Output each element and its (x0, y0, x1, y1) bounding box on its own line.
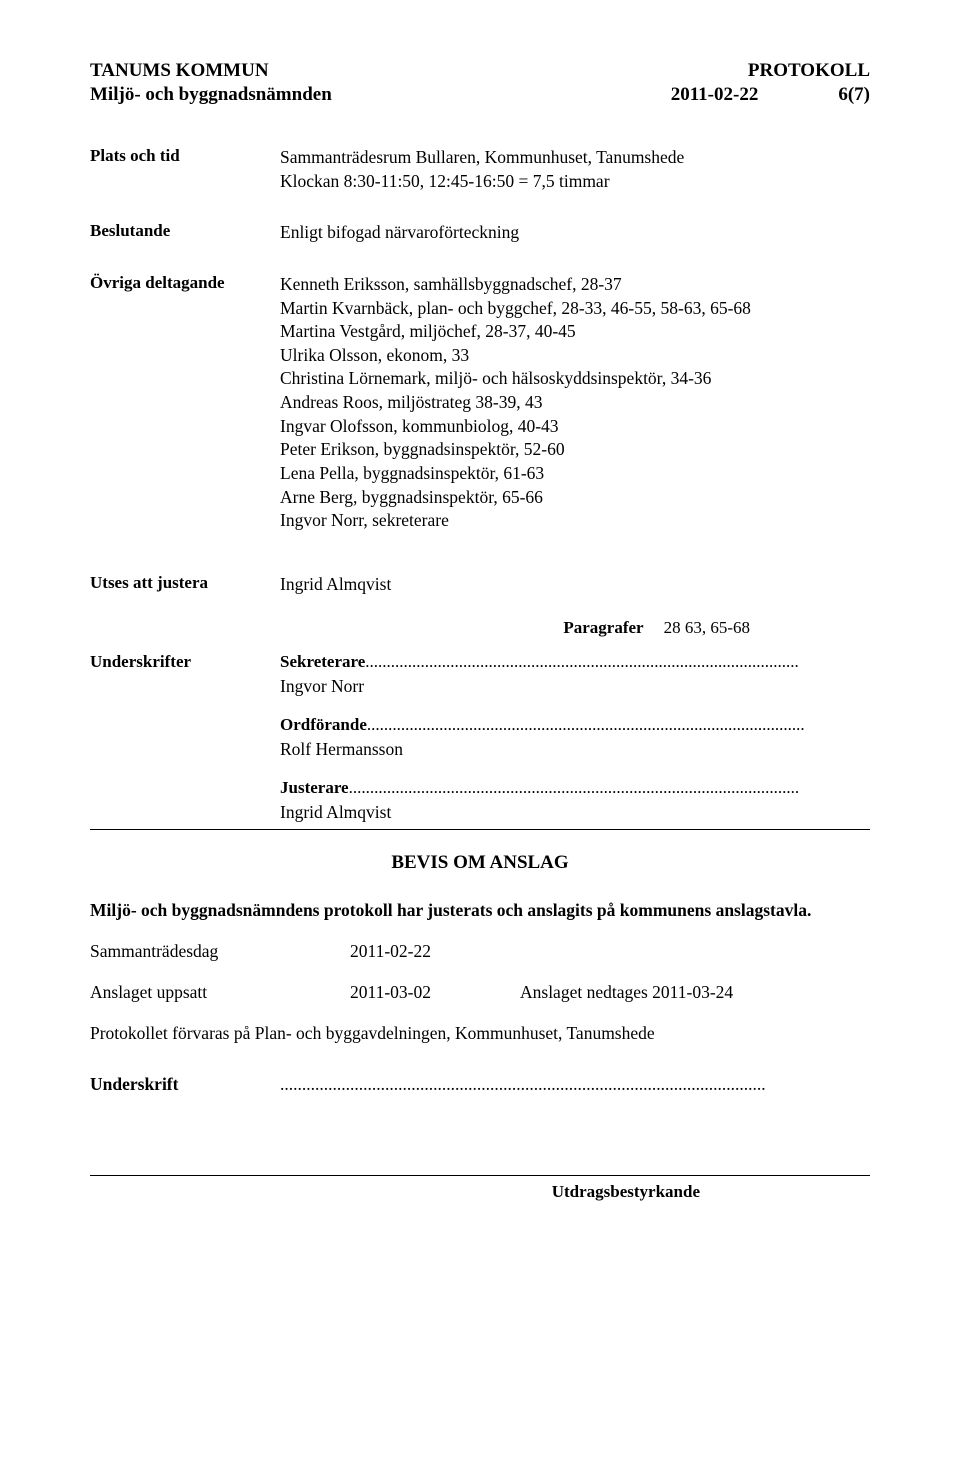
plats-och-tid-section: Plats och tid Sammanträdesrum Bullaren, … (90, 146, 870, 193)
justerare-row: Justerare...............................… (90, 778, 870, 798)
utses-value: Ingrid Almqvist (280, 573, 391, 597)
ovriga-line: Kenneth Eriksson, samhällsbyggnadschef, … (280, 273, 751, 297)
bevis-line1: Miljö- och byggnadsnämndens protokoll ha… (90, 900, 870, 921)
utses-label: Utses att justera (90, 573, 280, 597)
sammantradesdag-value: 2011-02-22 (350, 941, 431, 962)
sammantradesdag-row: Sammanträdesdag 2011-02-22 (90, 941, 870, 962)
anslaget-uppsatt-value: 2011-03-02 (350, 982, 520, 1003)
sekreterare-name: Ingvor Norr (280, 676, 870, 697)
utses-section: Utses att justera Ingrid Almqvist (90, 573, 870, 597)
org-name: TANUMS KOMMUN (90, 60, 269, 82)
ovriga-line: Martina Vestgård, miljöchef, 28-37, 40-4… (280, 320, 751, 344)
underskrift-dots: ........................................… (280, 1074, 766, 1095)
ordforande-role: Ordförande (280, 715, 367, 734)
paragrafer-label: Paragrafer (563, 618, 643, 638)
committee-name: Miljö- och byggnadsnämnden (90, 84, 332, 106)
plats-och-tid-label: Plats och tid (90, 146, 280, 193)
ovriga-line: Ulrika Olsson, ekonom, 33 (280, 344, 751, 368)
underskrifter-label: Underskrifter (90, 652, 280, 672)
bevis-title: BEVIS OM ANSLAG (90, 852, 870, 874)
beslutande-label: Beslutande (90, 221, 280, 245)
sekreterare-role: Sekreterare (280, 652, 365, 671)
ovriga-line: Ingvor Norr, sekreterare (280, 509, 751, 533)
ovriga-section: Övriga deltagande Kenneth Eriksson, samh… (90, 273, 870, 533)
underskrift-label: Underskrift (90, 1074, 280, 1095)
underskrifter-sekreterare-row: Underskrifter Sekreterare...............… (90, 652, 870, 672)
ovriga-label: Övriga deltagande (90, 273, 280, 533)
doc-type: PROTOKOLL (748, 60, 870, 82)
ovriga-list: Kenneth Eriksson, samhällsbyggnadschef, … (280, 273, 751, 533)
ovriga-line: Lena Pella, byggnadsinspektör, 61-63 (280, 462, 751, 486)
header-date: 2011-02-22 (671, 84, 759, 106)
ovriga-line: Martin Kvarnbäck, plan- och byggchef, 28… (280, 297, 751, 321)
forvaras-line: Protokollet förvaras på Plan- och byggav… (90, 1023, 870, 1044)
empty-label-1 (90, 715, 280, 735)
bevis-line1-bold1: Miljö- och byggnadsnämndens protokoll (90, 900, 397, 920)
sekreterare-line: Sekreterare.............................… (280, 652, 799, 672)
sekreterare-dots: ........................................… (365, 652, 799, 671)
header-row-1: TANUMS KOMMUN PROTOKOLL (90, 60, 870, 82)
header-page: 6(7) (838, 84, 870, 106)
footer-label: Utdragsbestyrkande (552, 1182, 700, 1202)
ovriga-line: Arne Berg, byggnadsinspektör, 65-66 (280, 486, 751, 510)
justerare-line: Justerare...............................… (280, 778, 799, 798)
ordforande-line: Ordförande..............................… (280, 715, 805, 735)
plats-line-2: Klockan 8:30-11:50, 12:45-16:50 = 7,5 ti… (280, 170, 684, 194)
ordforande-row: Ordförande..............................… (90, 715, 870, 735)
header-row-2: Miljö- och byggnadsnämnden 2011-02-22 6(… (90, 84, 870, 106)
underskrift-row: Underskrift ............................… (90, 1074, 870, 1095)
sammantradesdag-label: Sammanträdesdag (90, 941, 350, 962)
beslutande-value: Enligt bifogad närvaroförteckning (280, 221, 519, 245)
justerare-name: Ingrid Almqvist (280, 802, 870, 823)
ovriga-line: Andreas Roos, miljöstrateg 38-39, 43 (280, 391, 751, 415)
paragrafer-value: 28 63, 65-68 (664, 618, 750, 638)
justerare-role: Justerare (280, 778, 349, 797)
plats-line-1: Sammanträdesrum Bullaren, Kommunhuset, T… (280, 146, 684, 170)
ovriga-line: Peter Erikson, byggnadsinspektör, 52-60 (280, 438, 751, 462)
justerare-dots: ........................................… (349, 778, 800, 797)
divider-1 (90, 829, 870, 830)
ovriga-line: Christina Lörnemark, miljö- och hälsosky… (280, 367, 751, 391)
anslag-row: Anslaget uppsatt 2011-03-02 Anslaget ned… (90, 982, 870, 1003)
empty-label-2 (90, 778, 280, 798)
bevis-line1-bold2: har justerats och anslagits på kommunens… (397, 900, 811, 920)
plats-och-tid-value: Sammanträdesrum Bullaren, Kommunhuset, T… (280, 146, 684, 193)
ordforande-dots: ........................................… (367, 715, 805, 734)
ovriga-line: Ingvar Olofsson, kommunbiolog, 40-43 (280, 415, 751, 439)
paragrafer-row: Paragrafer 28 63, 65-68 (90, 618, 870, 638)
footer: Utdragsbestyrkande (90, 1175, 870, 1202)
ordforande-name: Rolf Hermansson (280, 739, 870, 760)
anslaget-uppsatt-label: Anslaget uppsatt (90, 982, 350, 1003)
anslaget-nedtages: Anslaget nedtages 2011-03-24 (520, 982, 733, 1003)
page: TANUMS KOMMUN PROTOKOLL Miljö- och byggn… (0, 0, 960, 1242)
header-right: 2011-02-22 6(7) (671, 84, 870, 106)
beslutande-section: Beslutande Enligt bifogad närvaroförteck… (90, 221, 870, 245)
